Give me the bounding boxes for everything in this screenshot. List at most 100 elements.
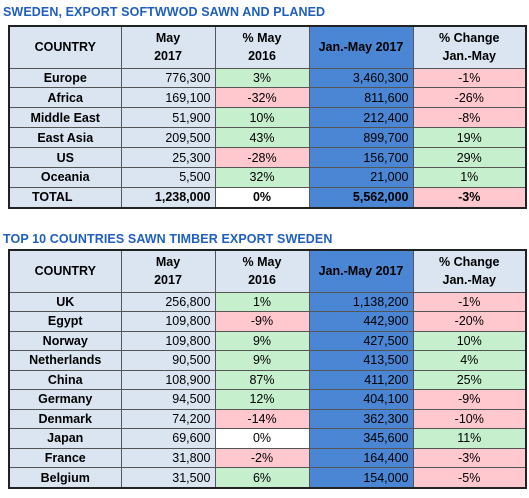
- table-row: Europe 776,300 3% 3,460,300 -1%: [8, 67, 527, 89]
- pct-may-2016-cell: 1%: [214, 291, 310, 313]
- pct-may-2016-cell: 0%: [214, 186, 310, 209]
- col-header-change-line2: Jan.-May: [442, 49, 497, 64]
- col-header-may-line2: 2017: [154, 273, 182, 288]
- pct-may-2016-cell: 12%: [214, 389, 310, 410]
- pct-change-cell: -3%: [412, 447, 527, 469]
- pct-may-2016-cell: 9%: [214, 350, 310, 371]
- pct-may-2016-cell: 0%: [214, 428, 310, 449]
- pct-change-cell: -1%: [412, 291, 527, 313]
- country-cell: Belgium: [8, 467, 122, 489]
- may-2017-cell: 109,800: [120, 311, 216, 332]
- may-2017-cell: 74,200: [120, 408, 216, 430]
- country-cell: China: [8, 369, 122, 391]
- country-cell: Egypt: [8, 311, 122, 332]
- country-cell: Japan: [8, 428, 122, 449]
- jan-may-2017-cell: 413,500: [308, 350, 414, 371]
- country-cell: Netherlands: [8, 350, 122, 371]
- total-row: TOTAL 1,238,000 0% 5,562,000 -3%: [8, 186, 527, 209]
- pct-change-cell: 19%: [412, 127, 527, 149]
- col-header-pct-line1: % May: [242, 31, 282, 46]
- country-cell: Norway: [8, 330, 122, 352]
- pct-change-cell: 4%: [412, 350, 527, 371]
- table-row: UK 256,800 1% 1,138,200 -1%: [8, 291, 527, 313]
- table-row: Middle East 51,900 10% 212,400 -8%: [8, 107, 527, 129]
- may-2017-cell: 256,800: [120, 291, 216, 313]
- table-row: US 25,300 -28% 156,700 29%: [8, 147, 527, 168]
- may-2017-cell: 25,300: [120, 147, 216, 168]
- jan-may-2017-cell: 442,900: [308, 311, 414, 332]
- col-header-change-line1: % Change: [439, 31, 500, 46]
- may-2017-cell: 1,238,000: [120, 186, 216, 209]
- top10-countries-table: COUNTRY May 2017 % May 2016 Jan.-May 2017 …: [8, 249, 527, 489]
- pct-change-cell: 11%: [412, 428, 527, 449]
- jan-may-2017-cell: 5,562,000: [308, 186, 414, 209]
- col-header-pct-line1: % May: [242, 255, 282, 270]
- pct-may-2016-cell: -9%: [214, 311, 310, 332]
- country-cell: France: [8, 447, 122, 469]
- jan-may-2017-cell: 404,100: [308, 389, 414, 410]
- table-row: Oceania 5,500 32% 21,000 1%: [8, 166, 527, 188]
- jan-may-2017-cell: 212,400: [308, 107, 414, 129]
- jan-may-2017-cell: 362,300: [308, 408, 414, 430]
- table1-title: SWEDEN, EXPORT SOFTWWOD SAWN AND PLANED: [3, 5, 326, 19]
- col-header-change: % Change Jan.-May: [412, 25, 527, 69]
- pct-may-2016-cell: -28%: [214, 147, 310, 168]
- table-header-row: COUNTRY May 2017 % May 2016 Jan.-May 2017 …: [8, 249, 527, 293]
- col-header-may: May 2017: [120, 25, 216, 69]
- may-2017-cell: 31,800: [120, 447, 216, 469]
- jan-may-2017-cell: 899,700: [308, 127, 414, 149]
- table-row: Egypt 109,800 -9% 442,900 -20%: [8, 311, 527, 332]
- pct-may-2016-cell: 43%: [214, 127, 310, 149]
- country-cell: Africa: [8, 87, 122, 109]
- col-header-may: May 2017: [120, 249, 216, 293]
- col-header-change-line2: Jan.-May: [442, 273, 497, 288]
- pct-change-cell: -10%: [412, 408, 527, 430]
- pct-change-cell: -8%: [412, 107, 527, 129]
- pct-may-2016-cell: 87%: [214, 369, 310, 391]
- country-cell: US: [8, 147, 122, 168]
- pct-change-cell: -26%: [412, 87, 527, 109]
- pct-may-2016-cell: 10%: [214, 107, 310, 129]
- col-header-change-line1: % Change: [439, 255, 500, 270]
- table-row: Africa 169,100 -32% 811,600 -26%: [8, 87, 527, 109]
- pct-change-cell: -5%: [412, 467, 527, 489]
- may-2017-cell: 94,500: [120, 389, 216, 410]
- col-header-change: % Change Jan.-May: [412, 249, 527, 293]
- pct-change-cell: -9%: [412, 389, 527, 410]
- col-header-may-line1: May: [155, 255, 181, 270]
- col-header-jan-may: Jan.-May 2017: [308, 249, 414, 293]
- pct-may-2016-cell: -32%: [214, 87, 310, 109]
- pct-change-cell: -1%: [412, 67, 527, 89]
- col-header-pct-line2: 2016: [248, 49, 276, 64]
- may-2017-cell: 5,500: [120, 166, 216, 188]
- table-row: Germany 94,500 12% 404,100 -9%: [8, 389, 527, 410]
- table2-title: TOP 10 COUNTRIES SAWN TIMBER EXPORT SWED…: [3, 232, 333, 246]
- country-cell: Denmark: [8, 408, 122, 430]
- country-cell: East Asia: [8, 127, 122, 149]
- jan-may-2017-cell: 156,700: [308, 147, 414, 168]
- may-2017-cell: 169,100: [120, 87, 216, 109]
- pct-change-cell: 10%: [412, 330, 527, 352]
- jan-may-2017-cell: 1,138,200: [308, 291, 414, 313]
- country-cell: Middle East: [8, 107, 122, 129]
- pct-change-cell: -20%: [412, 311, 527, 332]
- table-header-row: COUNTRY May 2017 % May 2016 Jan.-May 2017 …: [8, 25, 527, 69]
- may-2017-cell: 209,500: [120, 127, 216, 149]
- pct-may-2016-cell: 32%: [214, 166, 310, 188]
- pct-may-2016-cell: 6%: [214, 467, 310, 489]
- pct-may-2016-cell: 9%: [214, 330, 310, 352]
- pct-may-2016-cell: -14%: [214, 408, 310, 430]
- may-2017-cell: 108,900: [120, 369, 216, 391]
- may-2017-cell: 776,300: [120, 67, 216, 89]
- col-header-country: COUNTRY: [8, 249, 122, 293]
- pct-change-cell: 29%: [412, 147, 527, 168]
- table-row: Denmark 74,200 -14% 362,300 -10%: [8, 408, 527, 430]
- jan-may-2017-cell: 154,000: [308, 467, 414, 489]
- country-cell: Oceania: [8, 166, 122, 188]
- jan-may-2017-cell: 21,000: [308, 166, 414, 188]
- col-header-may-line2: 2017: [154, 49, 182, 64]
- country-cell: Germany: [8, 389, 122, 410]
- col-header-country: COUNTRY: [8, 25, 122, 69]
- pct-change-cell: 1%: [412, 166, 527, 188]
- table-row: Belgium 31,500 6% 154,000 -5%: [8, 467, 527, 489]
